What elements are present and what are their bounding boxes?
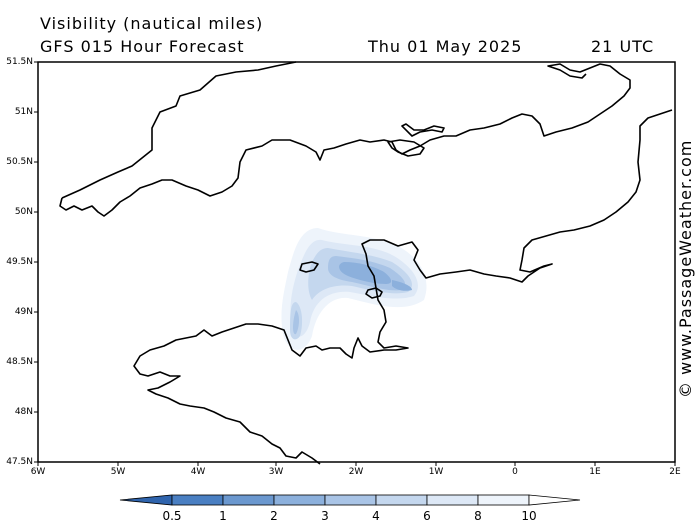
colorbar-label: 4 [372, 509, 380, 523]
lat-label: 50.5N [6, 157, 33, 167]
lon-label: 4W [190, 467, 206, 477]
colorbar-label: 10 [521, 509, 537, 523]
lon-label: 0 [512, 467, 518, 477]
lon-label: 2E [669, 467, 681, 477]
colorbar-label: 0.5 [162, 509, 182, 523]
lat-label: 47.5N [6, 457, 33, 467]
copyright-watermark: © www.PassageWeather.com [676, 139, 695, 398]
lat-label: 49N [14, 307, 33, 317]
lat-label: 48.5N [6, 357, 33, 367]
lat-label: 51N [14, 107, 33, 117]
lon-label: 1W [428, 467, 444, 477]
map-title: Visibility (nautical miles) [40, 14, 264, 33]
coastline [59, 61, 673, 465]
colorbar [119, 494, 581, 506]
colorbar-label: 8 [474, 509, 482, 523]
forecast-date: Thu 01 May 2025 [368, 37, 523, 56]
forecast-time: 21 UTC [591, 37, 655, 56]
lon-label: 5W [110, 467, 126, 477]
colorbar-label: 6 [423, 509, 431, 523]
lat-label: 48N [14, 407, 33, 417]
lon-label: 2W [348, 467, 364, 477]
lon-label: 1E [589, 467, 601, 477]
lat-label: 51.5N [6, 57, 33, 67]
colorbar-label: 3 [321, 509, 329, 523]
visibility-field [281, 228, 427, 350]
colorbar-label: 2 [270, 509, 278, 523]
lat-label: 49.5N [6, 257, 33, 267]
lon-label: 3W [268, 467, 284, 477]
lon-label: 6W [30, 467, 46, 477]
colorbar-label: 1 [219, 509, 227, 523]
lat-label: 50N [14, 207, 33, 217]
model-label: GFS 015 Hour Forecast [40, 37, 245, 56]
map-frame [37, 61, 676, 463]
